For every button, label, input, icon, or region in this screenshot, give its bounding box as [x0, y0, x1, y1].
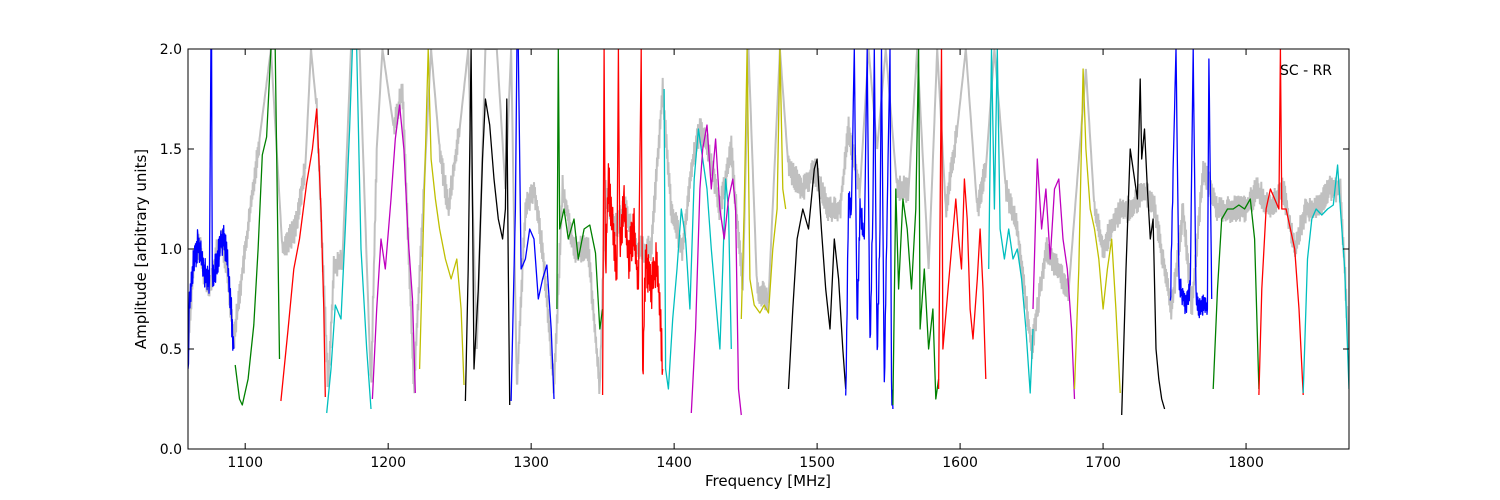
series-line-20	[1073, 68, 1121, 394]
series-line-7	[464, 49, 511, 406]
y-tick-label: 2.0	[160, 42, 182, 58]
series-layer	[188, 49, 1349, 416]
series-line-24	[1258, 49, 1304, 396]
series-line-16	[892, 49, 940, 406]
series-line-21	[1121, 78, 1166, 416]
x-tick-label: 1400	[656, 455, 692, 471]
x-tick-label: 1300	[513, 455, 549, 471]
series-line-2	[234, 49, 281, 406]
x-tick-label: 1800	[1228, 455, 1264, 471]
series-line-23	[1212, 198, 1260, 390]
series-line-3	[280, 108, 326, 402]
x-tick-label: 1200	[370, 455, 406, 471]
series-line-22	[1169, 49, 1213, 319]
series-line-8	[510, 49, 555, 402]
series-line-10	[601, 49, 664, 396]
series-line-9	[556, 49, 604, 330]
series-line-25	[1302, 164, 1349, 394]
x-tick-label: 1500	[799, 455, 835, 471]
x-tick-label: 1100	[227, 455, 263, 471]
background-series-layer	[188, 49, 1349, 395]
x-axis-label: Frequency [MHz]	[705, 472, 831, 490]
series-line-18	[988, 49, 1034, 394]
series-line-6	[418, 49, 465, 386]
series-line-19	[1032, 158, 1076, 400]
y-tick-label: 1.5	[160, 142, 182, 158]
x-tick-label: 1600	[942, 455, 978, 471]
series-line-15	[845, 49, 894, 410]
y-tick-label: 0.5	[160, 342, 182, 358]
series-line-1	[188, 49, 235, 370]
series-line-5	[371, 104, 416, 400]
series-line-17	[937, 49, 987, 390]
x-tick-label: 1700	[1085, 455, 1121, 471]
series-line-4	[326, 49, 372, 414]
y-tick-label: 1.0	[160, 242, 182, 258]
background-trace-line	[188, 49, 1349, 395]
series-line-14	[787, 158, 847, 390]
series-line-11	[663, 88, 732, 390]
y-axis-label: Amplitude [arbitrary units]	[132, 149, 150, 349]
series-line-12	[690, 124, 742, 416]
panel-annotation: SC - RR	[1280, 63, 1332, 79]
y-tick-label: 0.0	[160, 442, 182, 458]
series-line-13	[740, 49, 787, 320]
axis-ticks: 1100 1200 1300 1400 1500 1600 1700 1800 0.0 0.5 1.…	[160, 42, 1349, 471]
